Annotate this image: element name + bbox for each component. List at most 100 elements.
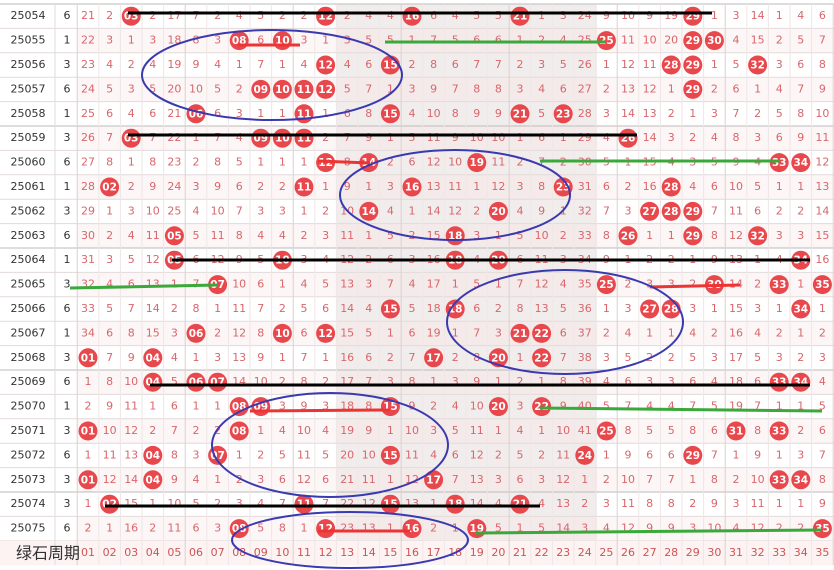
ball <box>596 31 616 51</box>
miss-count: 3 <box>236 107 243 120</box>
miss-count: 9 <box>430 82 437 95</box>
miss-count: 2 <box>214 326 221 339</box>
miss-count: 12 <box>146 253 160 266</box>
miss-count: 8 <box>257 326 264 339</box>
miss-count: 14 <box>340 302 354 315</box>
miss-count: 4 <box>797 9 804 22</box>
miss-count: 2 <box>279 302 286 315</box>
miss-count: 3 <box>733 9 740 22</box>
miss-count: 3 <box>473 229 480 242</box>
miss-count: 4 <box>625 326 632 339</box>
miss-count: 6 <box>149 107 156 120</box>
miss-count: 31 <box>578 180 592 193</box>
miss-count: 5 <box>560 302 567 315</box>
miss-count: 8 <box>171 448 178 461</box>
ball <box>683 201 703 221</box>
miss-count: 4 <box>689 326 696 339</box>
miss-count: 5 <box>495 9 502 22</box>
miss-count: 5 <box>257 9 264 22</box>
miss-count: 2 <box>603 326 610 339</box>
miss-count: 4 <box>560 278 567 291</box>
miss-count: 3 <box>279 204 286 217</box>
miss-count: 10 <box>167 497 181 510</box>
miss-count: 1 <box>495 375 502 388</box>
miss-count: 4 <box>106 58 113 71</box>
miss-count: 6 <box>754 375 761 388</box>
miss-count: 2 <box>473 204 480 217</box>
miss-count: 2 <box>301 9 308 22</box>
miss-count: 8 <box>754 424 761 437</box>
miss-count: 2 <box>214 9 221 22</box>
ball-number: 04 <box>145 450 160 462</box>
ball-number: 07 <box>210 377 225 389</box>
ball-number: 06 <box>189 377 204 389</box>
miss-count: 6 <box>322 473 329 486</box>
row-shade <box>77 174 834 200</box>
ball <box>272 128 292 148</box>
miss-count: 1 <box>560 131 567 144</box>
miss-count: 4 <box>387 204 394 217</box>
miss-count: 3 <box>754 302 761 315</box>
ball <box>661 177 681 197</box>
miss-count: 3 <box>344 34 351 47</box>
ball <box>316 6 336 26</box>
miss-count: 5 <box>257 522 264 535</box>
miss-count: 11 <box>556 448 570 461</box>
period: 25062 <box>11 204 46 217</box>
miss-count: 9 <box>495 107 502 120</box>
miss-count: 5 <box>149 82 156 95</box>
miss-count: 9 <box>171 473 178 486</box>
miss-count: 6 <box>214 107 221 120</box>
miss-count: 4 <box>711 131 718 144</box>
period: 25055 <box>11 34 46 47</box>
miss-count: 2 <box>538 448 545 461</box>
ball <box>769 372 789 392</box>
miss-count: 6 <box>128 278 135 291</box>
miss-count: 8 <box>517 302 524 315</box>
miss-count: 13 <box>340 278 354 291</box>
miss-count: 2 <box>409 229 416 242</box>
miss-count: 5 <box>214 82 221 95</box>
sum-column: 3 <box>64 58 71 71</box>
miss-count: 16 <box>815 253 829 266</box>
miss-count: 2 <box>409 58 416 71</box>
miss-count: 2 <box>344 9 351 22</box>
miss-count: 10 <box>729 180 743 193</box>
miss-count: 10 <box>103 424 117 437</box>
miss-count: 7 <box>193 9 200 22</box>
miss-count: 4 <box>603 522 610 535</box>
miss-count: 11 <box>211 229 225 242</box>
miss-count: 10 <box>232 278 246 291</box>
miss-count: 4 <box>279 424 286 437</box>
miss-count: 1 <box>279 107 286 120</box>
miss-count: 4 <box>279 229 286 242</box>
ball <box>143 445 163 465</box>
miss-count: 1 <box>430 497 437 510</box>
ball-number: 25 <box>599 279 614 291</box>
sum-column: 1 <box>64 107 71 120</box>
ball-number: 29 <box>685 84 700 96</box>
sum-column: 1 <box>64 34 71 47</box>
miss-count: 2 <box>689 278 696 291</box>
ball <box>575 445 595 465</box>
miss-count: 4 <box>365 9 372 22</box>
miss-count: 3 <box>517 82 524 95</box>
miss-count: 12 <box>362 497 376 510</box>
period: 25073 <box>11 473 46 486</box>
miss-count: 12 <box>124 424 138 437</box>
miss-count: 10 <box>448 156 462 169</box>
green-line <box>539 406 823 413</box>
miss-count: 9 <box>409 400 416 413</box>
row-shade <box>77 467 834 492</box>
ball-number: 28 <box>664 304 679 316</box>
red-line <box>317 159 371 165</box>
miss-count: 37 <box>578 326 592 339</box>
miss-count: 1 <box>495 229 502 242</box>
miss-count: 2 <box>711 82 718 95</box>
miss-count: 7 <box>344 131 351 144</box>
miss-count: 12 <box>556 473 570 486</box>
ball-number: 08 <box>232 426 247 438</box>
ball <box>380 299 400 319</box>
miss-count: 5 <box>171 375 178 388</box>
miss-count: 13 <box>815 180 829 193</box>
